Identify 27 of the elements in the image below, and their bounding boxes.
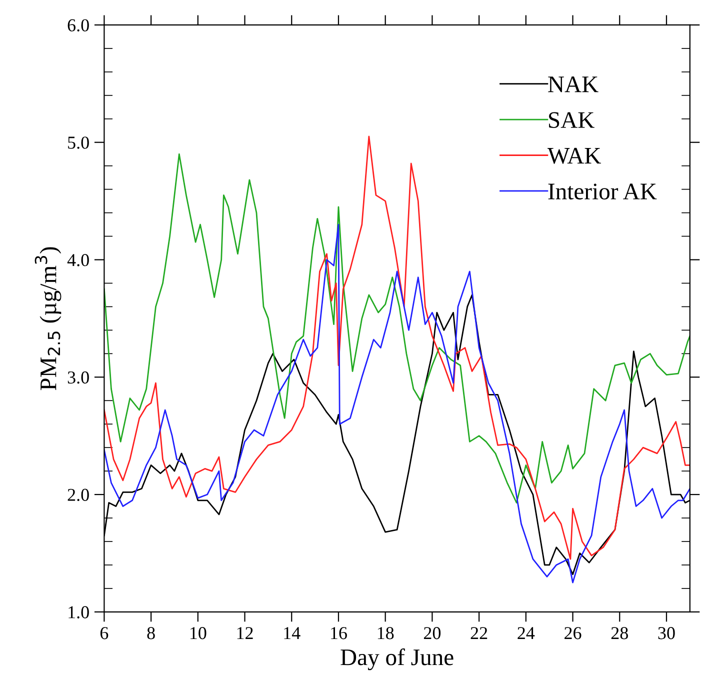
y-tick-label: 6.0	[68, 19, 89, 32]
x-tick-label: 22	[470, 627, 488, 640]
x-tick-label: 14	[284, 627, 300, 640]
x-tick-label: 6	[100, 627, 108, 640]
legend-label: NAK	[548, 76, 598, 92]
x-tick-label: 26	[564, 627, 582, 640]
y-tick-label: 5.0	[68, 136, 89, 149]
legend-label: SAK	[549, 112, 594, 128]
x-tick-label: 28	[611, 627, 628, 640]
x-tick-label: 24	[518, 627, 535, 640]
x-tick-label: 20	[424, 627, 441, 640]
x-tick-label: 30	[658, 627, 675, 640]
y-tick-label: 2.0	[68, 488, 89, 502]
legend-label: WAK	[547, 148, 601, 164]
y-tick-label: 3.0	[68, 371, 89, 384]
x-tick-label: 16	[331, 627, 347, 640]
line-series	[104, 224, 690, 584]
line-series	[104, 136, 690, 560]
y-tick-label: 4.0	[67, 254, 89, 266]
x-tick-label: 8	[147, 627, 155, 640]
y-axis-title: PM$_{2.5}$ (µg/m$^{3}$)	[34, 247, 62, 390]
y-tick-label: 1.0	[68, 606, 89, 618]
x-tick-label: 12	[237, 627, 253, 640]
x-axis-title: Day of June	[340, 648, 454, 670]
legend-label: Interior AK	[548, 184, 657, 200]
x-tick-label: 18	[378, 627, 394, 640]
x-tick-label: 10	[190, 627, 206, 640]
